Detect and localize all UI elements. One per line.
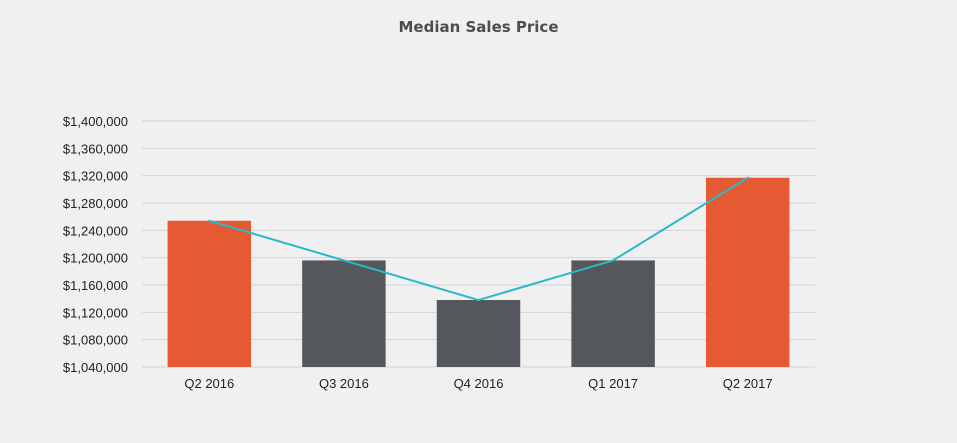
y-tick-label: $1,160,000 xyxy=(63,278,128,293)
y-tick-label: $1,320,000 xyxy=(63,169,128,184)
trend-line-segment xyxy=(342,259,480,302)
y-tick-label: $1,400,000 xyxy=(63,114,128,129)
chart-title: Median Sales Price xyxy=(398,18,559,36)
y-tick-label: $1,280,000 xyxy=(63,196,128,211)
trend-line-segment xyxy=(612,176,749,262)
x-tick-label: Q1 2017 xyxy=(588,376,638,391)
trend-line-segment xyxy=(208,219,345,262)
bar xyxy=(705,177,790,367)
y-tick-label: $1,080,000 xyxy=(63,333,128,348)
bar xyxy=(167,220,252,367)
bar xyxy=(571,260,655,367)
y-tick-label: $1,240,000 xyxy=(63,223,128,238)
x-tick-label: Q2 2016 xyxy=(184,376,234,391)
trend-line-segment xyxy=(477,259,615,302)
bar xyxy=(436,300,521,367)
y-tick-label: $1,360,000 xyxy=(63,141,128,156)
y-tick-label: $1,200,000 xyxy=(63,251,128,266)
x-tick-label: Q2 2017 xyxy=(723,376,773,391)
y-tick-label: $1,120,000 xyxy=(63,305,128,320)
y-tick-label: $1,040,000 xyxy=(63,360,128,375)
x-tick-label: Q4 2016 xyxy=(454,376,504,391)
bar xyxy=(302,260,386,367)
x-tick-label: Q3 2016 xyxy=(319,376,369,391)
